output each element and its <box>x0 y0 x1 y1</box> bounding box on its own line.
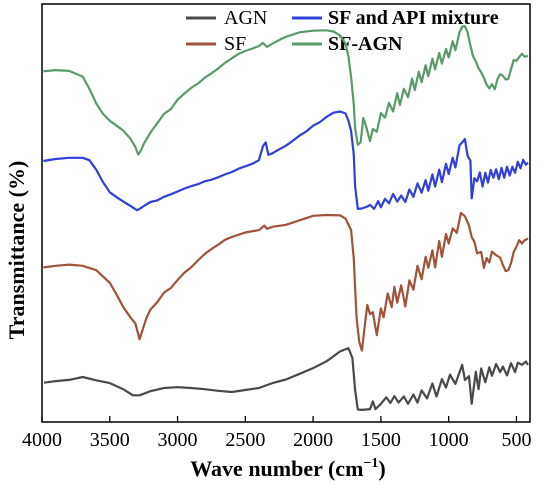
x-tick-label: 3500 <box>90 429 130 451</box>
x-tick-labels: 4000 3500 3000 2500 2000 1500 1000 500 <box>22 429 531 451</box>
series-layer <box>43 25 529 411</box>
x-tick-label: 1000 <box>429 429 469 451</box>
plot-frame <box>41 3 531 423</box>
legend-label-agn: AGN <box>224 7 267 29</box>
x-tick-marks <box>41 416 518 422</box>
series-line-sf-and-api-mixture <box>43 110 529 212</box>
x-tick-label: 3000 <box>158 429 198 451</box>
series-line-agn <box>43 347 529 411</box>
plot-area <box>41 3 531 423</box>
x-axis-title: Wave number (cm−1) <box>190 456 385 481</box>
x-tick-label: 1500 <box>361 429 401 451</box>
y-axis-title: Transmittance (%) <box>4 161 29 340</box>
x-axis-title-close: ) <box>378 456 385 481</box>
legend-label-sf: SF <box>224 33 246 55</box>
series-line-sf-agn <box>43 25 529 156</box>
x-tick-label: 500 <box>501 429 531 451</box>
x-tick-label: 4000 <box>22 429 62 451</box>
x-axis-title-main: Wave number (cm <box>190 456 363 481</box>
series-line-sf <box>43 211 529 352</box>
x-tick-label: 2500 <box>225 429 265 451</box>
x-axis-title-sup: −1 <box>363 456 378 471</box>
legend-label-sf-api-mixture: SF and API mixture <box>328 7 499 29</box>
x-tick-label: 2000 <box>293 429 333 451</box>
